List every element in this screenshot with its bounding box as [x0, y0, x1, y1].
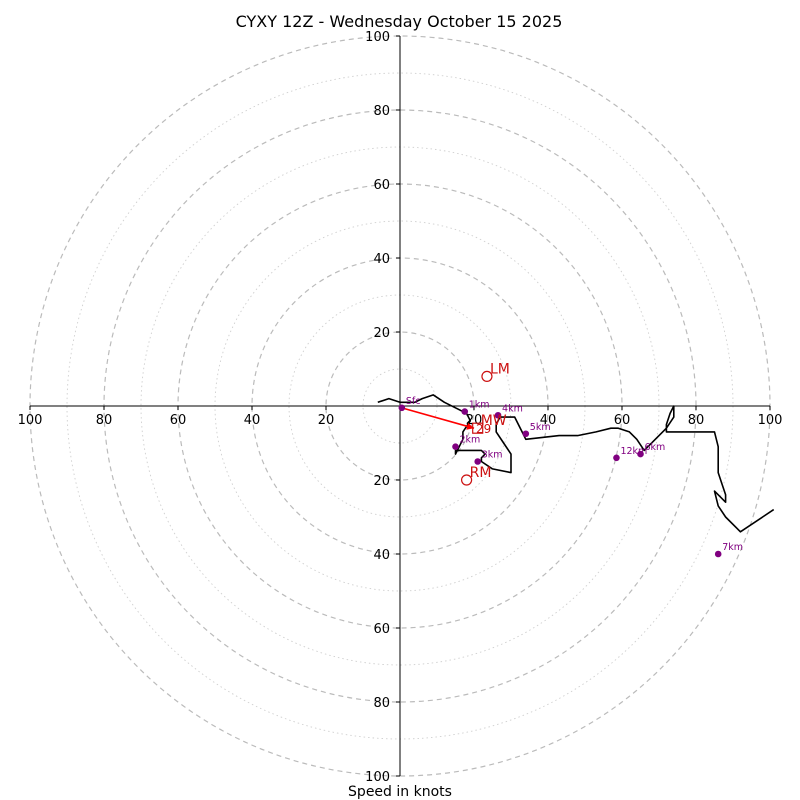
hodograph-trace [377, 394, 775, 533]
height-marker-5km-dot [522, 430, 530, 438]
height-marker-7km-label: 7km [722, 542, 743, 553]
height-marker-12km-label: 12km [620, 446, 647, 457]
height-marker-3km-dot [474, 458, 482, 465]
y-tick-label: 100 [365, 30, 390, 45]
height-marker-7km-dot [714, 550, 722, 558]
y-tick-label: 40 [373, 252, 390, 267]
storm-motion-mw-label: MW [481, 413, 507, 429]
height-marker-6km-label: 6km [645, 442, 666, 453]
height-marker-1km-dot [461, 408, 469, 415]
height-marker-1km-label: 1km [469, 400, 490, 411]
height-marker-2km-dot [452, 443, 459, 451]
storm-motion-rm-label: RM [470, 465, 492, 481]
height-marker-5km-label: 5km [530, 422, 551, 433]
y-tick-label: 80 [373, 104, 390, 119]
shear-vector-arrowhead [466, 422, 474, 430]
x-tick-label: 20 [466, 413, 483, 428]
height-marker-12km-dot [613, 454, 620, 462]
x-tick-label: 60 [170, 413, 187, 428]
x-tick-label: 60 [614, 413, 631, 428]
chart-title: CYXY 12Z - Wednesday October 15 2025 [236, 12, 563, 31]
storm-motion-lm-label: LM [490, 361, 510, 377]
x-tick-label: 80 [96, 413, 113, 428]
y-tick-label: 20 [373, 326, 390, 341]
y-tick-label: 20 [373, 474, 390, 489]
height-marker-4km-label: 4km [502, 403, 523, 414]
storm-motion-lm-marker [481, 370, 493, 382]
y-tick-label: 80 [373, 696, 390, 711]
x-axis-label: Speed in knots [348, 784, 452, 800]
y-tick-label: 40 [373, 548, 390, 563]
height-marker-4km-dot [494, 411, 502, 419]
y-tick-label: 100 [365, 770, 390, 785]
x-tick-label: 40 [540, 413, 557, 428]
storm-motion-mw-marker [472, 422, 484, 434]
x-tick-label: 100 [758, 413, 783, 428]
y-tick-label: 60 [373, 178, 390, 193]
height-marker-3km-label: 3km [482, 450, 503, 461]
x-tick-label: 100 [18, 413, 43, 428]
height-marker-2km-label: 2km [460, 435, 481, 446]
x-tick-label: 80 [688, 413, 705, 428]
height-marker-sfc-dot [398, 404, 406, 412]
y-tick-label: 60 [373, 622, 390, 637]
height-marker-sfc-label: Sfc [406, 396, 421, 407]
storm-motion-markers: LM RM MW [461, 361, 510, 486]
height-marker-6km-dot [637, 450, 644, 458]
tick-labels: 100 80 60 40 20 20 40 60 80 100 100 80 60 40 20 20 40 60 8… [18, 30, 783, 785]
hodograph-line [377, 394, 775, 533]
shear-vector-arrow [401, 407, 475, 429]
storm-motion-rm-marker [461, 474, 473, 486]
x-tick-label: 20 [318, 413, 335, 428]
x-tick-label: 40 [244, 413, 261, 428]
